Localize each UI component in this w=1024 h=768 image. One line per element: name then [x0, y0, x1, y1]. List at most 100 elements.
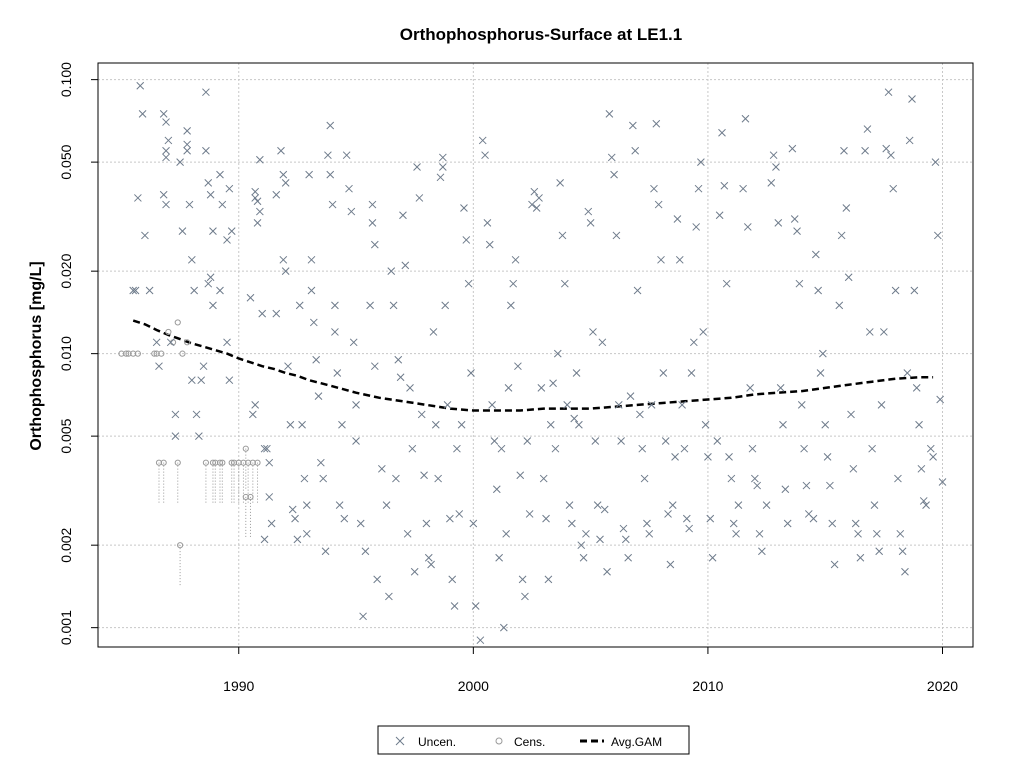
uncensored-point — [492, 485, 501, 494]
uncensored-point — [309, 318, 318, 327]
uncensored-point — [591, 437, 600, 445]
uncensored-point — [877, 401, 886, 409]
uncensored-point — [401, 261, 410, 270]
uncensored-point — [206, 190, 215, 199]
uncensored-point — [509, 279, 518, 288]
uncensored-point — [626, 392, 635, 400]
uncensored-point — [195, 432, 203, 440]
legend-cens-icon — [495, 737, 503, 745]
uncensored-point — [469, 519, 478, 528]
uncensored-point — [394, 355, 403, 364]
uncensored-point — [600, 505, 609, 514]
uncensored-point — [819, 349, 827, 358]
uncensored-point — [448, 575, 457, 584]
uncensored-point — [772, 163, 780, 171]
uncensored-point — [628, 121, 637, 130]
uncensored-point — [291, 514, 299, 523]
uncensored-point — [638, 444, 647, 453]
uncensored-point — [502, 529, 511, 538]
censored-point — [230, 459, 238, 466]
uncensored-point — [314, 392, 323, 400]
uncensored-point — [739, 184, 747, 193]
uncensored-point — [403, 529, 412, 538]
uncensored-point — [694, 184, 703, 193]
uncensored-point — [422, 519, 431, 528]
uncensored-point — [842, 204, 851, 212]
x-tick-label: 2010 — [692, 678, 723, 694]
y-axis-label: Orthophosphorus [mg/L] — [28, 261, 45, 450]
censored-point — [130, 350, 137, 357]
uncensored-point — [319, 474, 328, 483]
chart-title: Orthophosphorus-Surface at LE1.1 — [400, 25, 682, 44]
uncensored-point — [821, 420, 830, 429]
uncensored-point — [652, 119, 661, 128]
uncensored-point — [136, 81, 145, 90]
uncensored-point — [929, 453, 937, 461]
uncensored-point — [593, 501, 602, 509]
uncensored-point — [279, 170, 288, 179]
uncensored-point — [192, 410, 201, 419]
uncensored-point — [582, 529, 590, 538]
uncensored-point — [209, 301, 217, 310]
uncensored-point — [575, 420, 583, 429]
censored-point — [184, 339, 191, 346]
uncensored-point — [368, 200, 377, 209]
uncensored-point — [216, 286, 224, 295]
uncensored-point — [722, 279, 731, 288]
uncensored-point — [579, 553, 588, 562]
uncensored-point — [528, 200, 536, 209]
uncensored-point — [514, 362, 522, 371]
uncensored-point — [661, 437, 670, 445]
censored-point — [212, 459, 219, 466]
uncensored-point — [481, 151, 489, 160]
uncensored-point — [692, 223, 701, 231]
uncensored-point — [441, 301, 450, 310]
uncensored-point — [624, 553, 633, 562]
censored-point — [153, 350, 160, 357]
uncensored-point — [253, 197, 262, 206]
censored-point — [254, 459, 261, 466]
uncensored-point — [523, 437, 532, 445]
uncensored-point — [467, 369, 475, 377]
uncensored-point — [631, 146, 640, 155]
uncensored-point — [539, 474, 548, 483]
uncensored-point — [485, 240, 494, 249]
uncensored-point — [499, 623, 508, 632]
uncensored-point — [936, 395, 945, 404]
uncensored-point — [617, 437, 625, 445]
uncensored-point — [159, 110, 168, 118]
uncensored-point — [392, 474, 400, 483]
uncensored-point — [162, 118, 170, 126]
uncensored-point — [680, 444, 689, 453]
uncensored-point — [361, 547, 370, 556]
uncensored-point — [279, 255, 288, 264]
uncensored-point — [246, 293, 255, 302]
uncensored-point — [298, 420, 306, 429]
uncensored-point — [171, 410, 180, 419]
uncensored-point — [699, 328, 708, 336]
uncensored-point — [286, 420, 295, 429]
uncensored-point — [312, 355, 321, 364]
uncensored-point — [607, 153, 616, 162]
uncensored-point — [861, 146, 869, 155]
uncensored-point — [793, 227, 801, 235]
censored-point — [247, 493, 254, 501]
uncensored-point — [321, 547, 330, 556]
uncensored-point — [317, 458, 325, 467]
uncensored-point — [645, 529, 654, 538]
censored-point — [242, 445, 249, 452]
uncensored-point — [898, 547, 907, 556]
uncensored-point — [708, 553, 717, 562]
uncensored-point — [605, 110, 614, 118]
uncensored-point — [610, 170, 618, 179]
uncensored-point — [331, 328, 339, 336]
uncensored-point — [537, 384, 546, 392]
uncensored-point — [145, 286, 154, 295]
uncensored-point — [460, 204, 468, 212]
uncensored-point — [715, 211, 724, 220]
uncensored-point — [767, 179, 776, 187]
uncensored-point — [373, 575, 382, 584]
censored-point — [235, 459, 242, 466]
censored-series — [118, 319, 261, 586]
uncensored-point — [359, 612, 367, 621]
